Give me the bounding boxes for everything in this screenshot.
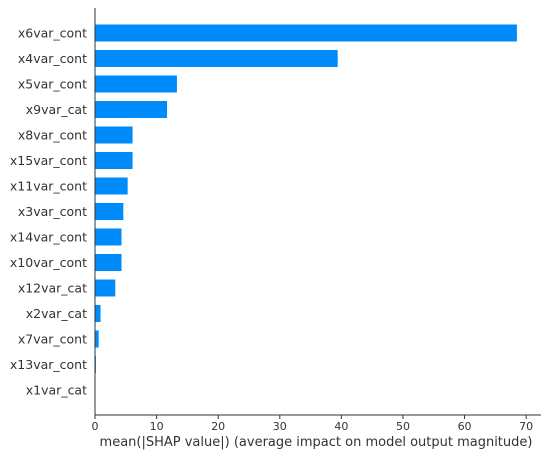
- category-label-x10var_cont: x10var_cont: [10, 255, 87, 270]
- x-tick-label-40: 40: [334, 420, 348, 433]
- x-tick-label-10: 10: [150, 420, 164, 433]
- x-axis-title: mean(|SHAP value|) (average impact on mo…: [100, 435, 533, 450]
- category-label-x14var_cont: x14var_cont: [10, 230, 87, 245]
- category-label-x4var_cont: x4var_cont: [18, 51, 87, 66]
- bars-layer: [95, 24, 517, 373]
- bar-x5var_cont: [95, 75, 177, 93]
- bar-x8var_cont: [95, 126, 133, 144]
- bar-x10var_cont: [95, 254, 122, 271]
- bar-x3var_cont: [95, 203, 124, 220]
- category-label-x8var_cont: x8var_cont: [18, 128, 87, 143]
- category-label-x9var_cat: x9var_cat: [26, 102, 87, 117]
- bar-x6var_cont: [95, 24, 517, 42]
- category-label-x1var_cat: x1var_cat: [26, 383, 87, 398]
- x-tick-label-70: 70: [519, 420, 533, 433]
- category-label-x3var_cont: x3var_cont: [18, 204, 87, 219]
- category-label-x11var_cont: x11var_cont: [10, 179, 87, 194]
- category-label-x2var_cat: x2var_cat: [26, 306, 87, 321]
- bar-x2var_cat: [95, 305, 101, 322]
- x-tick-label-50: 50: [396, 420, 410, 433]
- x-tick-label-20: 20: [211, 420, 225, 433]
- bar-x4var_cont: [95, 50, 338, 67]
- x-axis: 0 10 20 30 40 50 60 70: [92, 8, 541, 433]
- bar-x9var_cat: [95, 101, 168, 118]
- bar-x15var_cont: [95, 152, 133, 169]
- category-label-x5var_cont: x5var_cont: [18, 77, 87, 92]
- bar-x12var_cat: [95, 279, 116, 297]
- bar-x7var_cont: [95, 330, 99, 348]
- x-tick-label-30: 30: [273, 420, 287, 433]
- category-label-x13var_cont: x13var_cont: [10, 357, 87, 372]
- category-labels: x6var_cont x4var_cont x5var_cont x9var_catx…: [10, 26, 87, 398]
- category-label-x6var_cont: x6var_cont: [18, 26, 87, 41]
- category-label-x7var_cont: x7var_cont: [18, 332, 87, 347]
- bar-x14var_cont: [95, 228, 122, 246]
- category-label-x15var_cont: x15var_cont: [10, 153, 87, 168]
- x-tick-label-60: 60: [458, 420, 472, 433]
- category-label-x12var_cat: x12var_cat: [18, 281, 87, 296]
- bar-x11var_cont: [95, 177, 128, 195]
- x-tick-label-0: 0: [92, 420, 99, 433]
